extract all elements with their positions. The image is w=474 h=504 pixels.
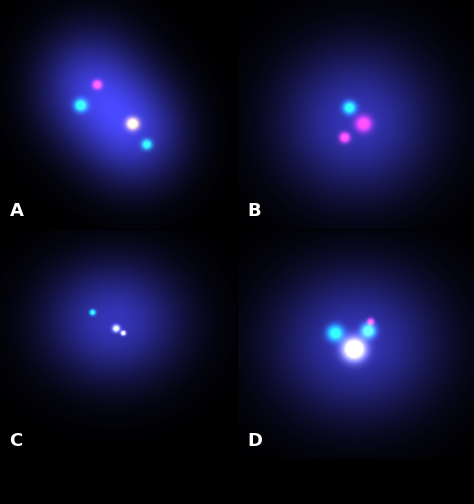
Text: dized with α-satellite centromeric probes (×1000 magnification) specific for chr: dized with α-satellite centromeric probe…	[5, 476, 381, 485]
Text: C: C	[9, 432, 23, 450]
Text: D: D	[247, 432, 263, 450]
Text: A: A	[9, 202, 23, 220]
Text: B: B	[247, 202, 261, 220]
